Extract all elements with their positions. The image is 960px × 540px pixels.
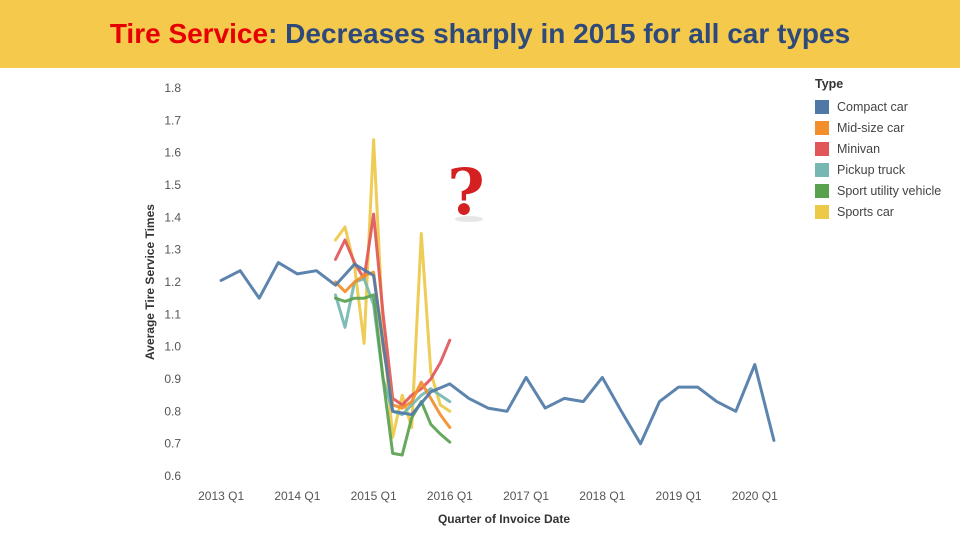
- legend-swatch: [815, 204, 829, 219]
- legend-label: Mid-size car: [837, 120, 905, 135]
- x-axis-ticks: 2013 Q1 2014 Q1 2015 Q1 2016 Q1 2017 Q1 2018 …: [198, 489, 778, 503]
- x-tick-label: 2019 Q1: [656, 489, 702, 503]
- legend-label: Sports car: [837, 204, 894, 219]
- legend-swatch: [815, 183, 829, 198]
- series-line-minivan: [334, 212, 452, 407]
- y-tick-label: 0.7: [164, 437, 181, 451]
- y-tick-label: 1.5: [164, 178, 181, 192]
- series-lines: [219, 138, 776, 457]
- question-mark-icon: ?: [447, 155, 485, 230]
- legend-swatch: [815, 141, 829, 156]
- y-tick-label: 1.3: [164, 243, 181, 257]
- legend-item: Pickup truck: [815, 159, 941, 180]
- y-axis-ticks: 0.6 0.7 0.8 0.9 1.0 1.1 1.2 1.3 1.4 1.5 1.6 1.7 1.8: [164, 81, 181, 483]
- title-rest: : Decreases sharply in 2015 for all car …: [268, 18, 851, 49]
- y-tick-label: 0.9: [164, 372, 181, 386]
- legend-item: Mid-size car: [815, 117, 941, 138]
- line-chart: 0.60.70.80.91.01.11.21.31.41.51.61.71.8 …: [143, 81, 778, 526]
- y-tick-label: 1.0: [164, 340, 181, 354]
- x-tick-label: 2017 Q1: [503, 489, 549, 503]
- legend-label: Sport utility vehicle: [837, 183, 942, 198]
- x-tick-label: 2015 Q1: [351, 489, 397, 503]
- title-banner: Tire Service: Decreases sharply in 2015 …: [0, 0, 960, 68]
- legend-title: Type: [815, 77, 844, 91]
- y-tick-label: 1.2: [164, 275, 181, 289]
- y-tick-label: 0.6: [164, 469, 181, 483]
- legend-item: Sports car: [815, 201, 941, 222]
- legend-item: Minivan: [815, 138, 941, 159]
- page-title: Tire Service: Decreases sharply in 2015 …: [110, 18, 850, 50]
- legend-items: Compact car Mid-size car Minivan Pickup tru…: [815, 96, 941, 222]
- legend-swatch: [815, 99, 829, 114]
- x-tick-label: 2016 Q1: [427, 489, 473, 503]
- legend-label: Compact car: [837, 99, 908, 114]
- question-mark-annotation: ?: [447, 155, 485, 230]
- y-tick-label: 0.8: [164, 404, 181, 418]
- legend-item: Sport utility vehicle: [815, 180, 941, 201]
- y-tick-label: 1.7: [164, 113, 181, 127]
- x-tick-label: 2018 Q1: [579, 489, 625, 503]
- y-axis-title: Average Tire Service Times: [143, 204, 157, 360]
- y-tick-label: 1.1: [164, 307, 181, 321]
- x-axis-title: Quarter of Invoice Date: [438, 512, 570, 526]
- legend: Type Compact car Mid-size car Minivan Picku…: [815, 77, 941, 222]
- legend-label: Pickup truck: [837, 162, 906, 177]
- series-line-sport-utility-vehicle: [334, 293, 452, 457]
- legend-swatch: [815, 120, 829, 135]
- y-tick-label: 1.4: [164, 210, 181, 224]
- legend-item: Compact car: [815, 96, 941, 117]
- x-tick-label: 2020 Q1: [732, 489, 778, 503]
- y-tick-label: 1.8: [164, 81, 181, 95]
- x-tick-label: 2013 Q1: [198, 489, 244, 503]
- series-line-compact-car: [219, 261, 776, 446]
- x-tick-label: 2014 Q1: [274, 489, 320, 503]
- legend-label: Minivan: [837, 141, 881, 156]
- title-accent: Tire Service: [109, 18, 269, 49]
- legend-swatch: [815, 162, 829, 177]
- y-tick-label: 1.6: [164, 146, 181, 160]
